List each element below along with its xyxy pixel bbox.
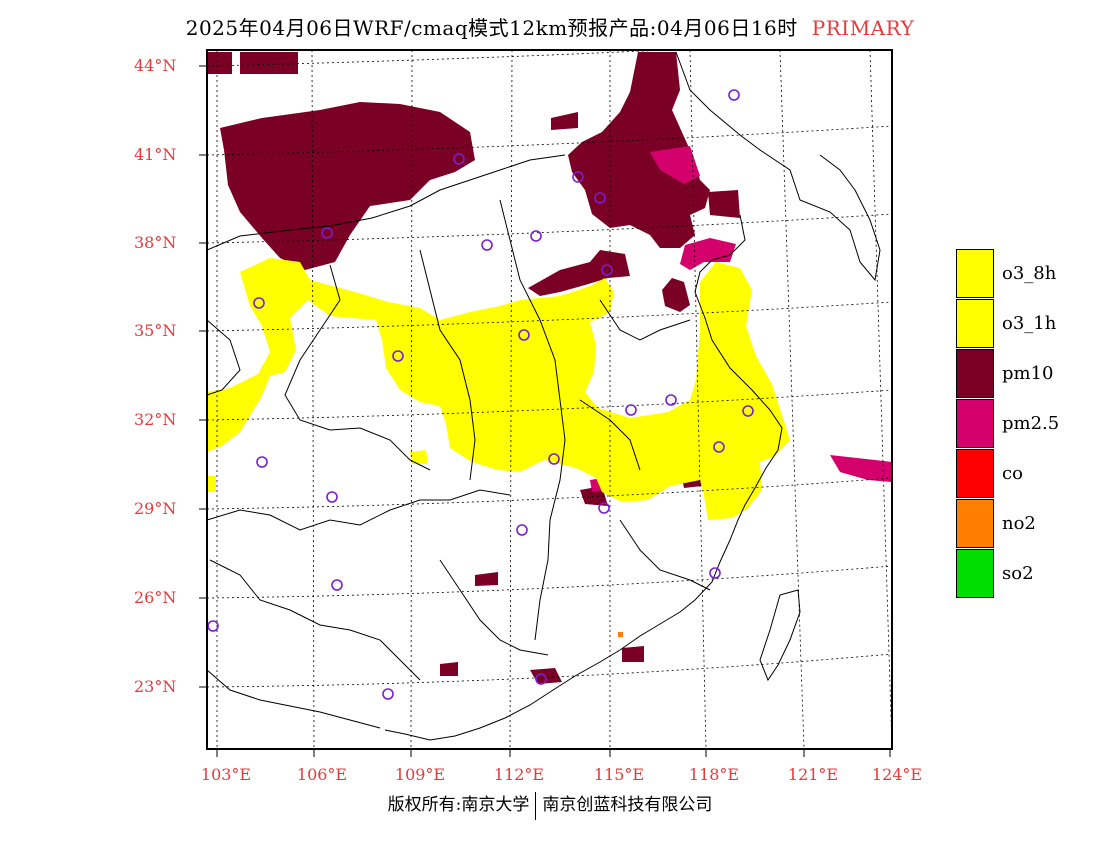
- legend-swatch: [956, 249, 994, 298]
- lat-label-29: 29°N: [134, 499, 177, 518]
- lon-label-103: 103°E: [200, 765, 252, 784]
- legend-swatch: [956, 299, 994, 348]
- map-content: [207, 50, 892, 749]
- title-text: 2025年04月06日WRF/cmaq模式12km预报产品:04月06日16时: [185, 16, 798, 40]
- copyright-left: 版权所有:南京大学: [387, 795, 530, 815]
- legend-label: no2: [1002, 513, 1036, 534]
- no2-point: [618, 632, 623, 637]
- graticule: [207, 50, 892, 749]
- boundaries: [207, 51, 881, 741]
- lon-label-112: 112°E: [493, 765, 545, 784]
- lon-label-115: 115°E: [593, 765, 645, 784]
- pm10-regions: [207, 52, 752, 684]
- copyright-right: 南京创蓝科技有限公司: [542, 795, 713, 815]
- axis-ticks: [199, 65, 891, 757]
- lat-label-44: 44°N: [134, 56, 177, 75]
- map-title: 2025年04月06日WRF/cmaq模式12km预报产品:04月06日16时 P…: [0, 12, 1100, 41]
- legend-swatch: [956, 349, 994, 398]
- copyright-footer: 版权所有:南京大学 南京创蓝科技有限公司: [0, 790, 1100, 820]
- footer-separator: [535, 791, 537, 820]
- legend-label: so2: [1002, 563, 1034, 584]
- map-frame: [206, 49, 893, 750]
- legend-label: pm10: [1002, 363, 1054, 384]
- legend-swatch: [956, 549, 994, 598]
- lat-label-32: 32°N: [134, 410, 177, 429]
- legend-swatch: [956, 449, 994, 498]
- lat-label-41: 41°N: [134, 145, 177, 164]
- legend-swatch: [956, 399, 994, 448]
- lon-label-106: 106°E: [296, 765, 348, 784]
- legend-label: pm2.5: [1002, 413, 1060, 434]
- lat-label-23: 23°N: [134, 677, 177, 696]
- lon-label-109: 109°E: [394, 765, 446, 784]
- lat-label-38: 38°N: [134, 233, 177, 252]
- lon-label-121: 121°E: [787, 765, 839, 784]
- lat-label-35: 35°N: [134, 321, 177, 340]
- ozone-regions: [207, 258, 790, 520]
- lon-label-118: 118°E: [688, 765, 740, 784]
- lat-label-26: 26°N: [134, 588, 177, 607]
- city-markers: [207, 89, 754, 700]
- legend-swatch: [956, 499, 994, 548]
- legend-label: o3_1h: [1002, 313, 1057, 334]
- legend-label: co: [1002, 463, 1023, 484]
- legend-label: o3_8h: [1002, 263, 1057, 284]
- title-mode: PRIMARY: [811, 16, 915, 40]
- lon-label-124: 124°E: [871, 765, 923, 784]
